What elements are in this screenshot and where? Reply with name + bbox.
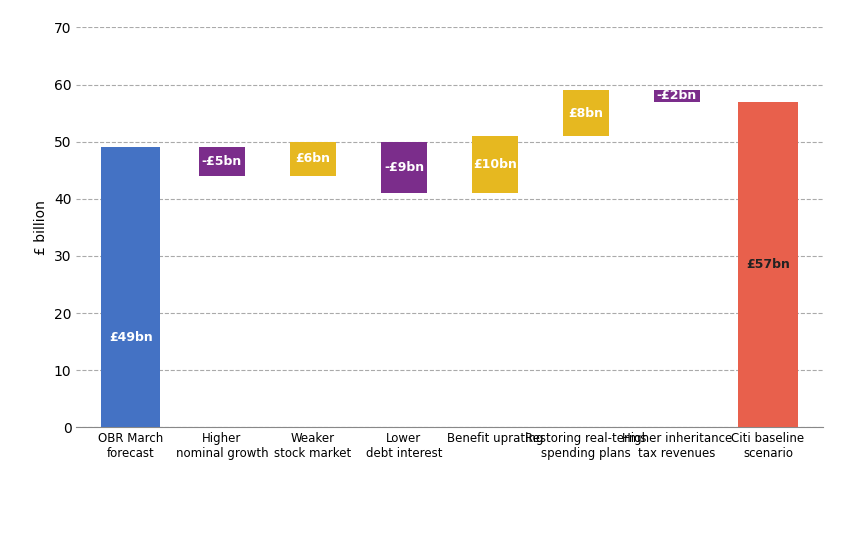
Bar — [563, 90, 609, 136]
Bar — [739, 102, 797, 427]
Text: -£5bn: -£5bn — [202, 155, 242, 168]
Text: -£2bn: -£2bn — [657, 89, 697, 102]
Text: £8bn: £8bn — [568, 107, 604, 119]
Bar — [472, 136, 517, 193]
Text: £10bn: £10bn — [473, 158, 517, 171]
Bar — [199, 147, 245, 176]
Text: -£9bn: -£9bn — [384, 161, 424, 174]
Bar — [290, 142, 336, 176]
Text: £49bn: £49bn — [109, 332, 153, 344]
Bar — [102, 147, 160, 427]
Text: £6bn: £6bn — [295, 152, 331, 165]
Y-axis label: £ billion: £ billion — [34, 200, 48, 255]
Text: £57bn: £57bn — [746, 258, 789, 271]
Bar — [382, 142, 427, 193]
Bar — [654, 90, 700, 102]
